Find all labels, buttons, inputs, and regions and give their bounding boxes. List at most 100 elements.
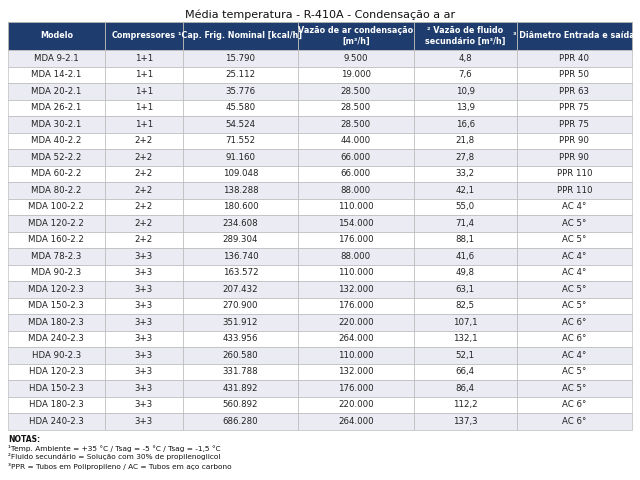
Text: 220.000: 220.000 bbox=[338, 400, 374, 409]
Bar bbox=[298, 231, 413, 248]
Bar bbox=[516, 380, 632, 396]
Bar bbox=[298, 67, 413, 83]
Bar bbox=[298, 83, 413, 99]
Bar bbox=[413, 67, 516, 83]
Bar bbox=[516, 413, 632, 430]
Text: MDA 80-2.2: MDA 80-2.2 bbox=[31, 186, 81, 195]
Text: 163.572: 163.572 bbox=[223, 268, 259, 277]
Bar bbox=[105, 331, 183, 347]
Bar bbox=[298, 264, 413, 281]
Text: 71.552: 71.552 bbox=[225, 136, 255, 145]
Bar bbox=[183, 199, 298, 215]
Bar bbox=[413, 215, 516, 231]
Bar bbox=[8, 314, 105, 331]
Bar bbox=[105, 215, 183, 231]
Text: AC 6°: AC 6° bbox=[562, 417, 586, 426]
Bar bbox=[413, 281, 516, 298]
Bar bbox=[413, 50, 516, 67]
Bar bbox=[8, 396, 105, 413]
Bar bbox=[105, 314, 183, 331]
Text: MDA 26-2.1: MDA 26-2.1 bbox=[31, 103, 81, 112]
Text: 16,6: 16,6 bbox=[456, 120, 475, 129]
Text: 82,5: 82,5 bbox=[456, 301, 475, 310]
Text: 42,1: 42,1 bbox=[456, 186, 475, 195]
Text: 28.500: 28.500 bbox=[341, 87, 371, 96]
Bar bbox=[183, 67, 298, 83]
Bar bbox=[516, 132, 632, 149]
Text: 109.048: 109.048 bbox=[223, 169, 258, 178]
Bar bbox=[105, 231, 183, 248]
Text: AC 5°: AC 5° bbox=[562, 367, 586, 376]
Text: MDA 60-2.2: MDA 60-2.2 bbox=[31, 169, 81, 178]
Text: 3+3: 3+3 bbox=[134, 252, 153, 261]
Bar bbox=[413, 149, 516, 166]
Bar bbox=[298, 199, 413, 215]
Text: 15.790: 15.790 bbox=[225, 54, 255, 63]
Text: 433.956: 433.956 bbox=[223, 334, 258, 343]
Bar bbox=[413, 347, 516, 363]
Bar bbox=[105, 166, 183, 182]
Bar bbox=[298, 215, 413, 231]
Bar bbox=[8, 50, 105, 67]
Bar bbox=[183, 331, 298, 347]
Bar bbox=[298, 132, 413, 149]
Text: 289.304: 289.304 bbox=[223, 235, 258, 244]
Bar bbox=[183, 298, 298, 314]
Text: MDA 40-2.2: MDA 40-2.2 bbox=[31, 136, 81, 145]
Bar bbox=[183, 281, 298, 298]
Text: 110.000: 110.000 bbox=[338, 202, 374, 211]
Text: Vazão de ar condensação
[m³/h]: Vazão de ar condensação [m³/h] bbox=[298, 26, 413, 46]
Bar bbox=[516, 363, 632, 380]
Text: 264.000: 264.000 bbox=[338, 417, 374, 426]
Bar bbox=[183, 264, 298, 281]
Bar bbox=[105, 298, 183, 314]
Bar bbox=[516, 396, 632, 413]
Bar bbox=[298, 22, 413, 50]
Bar bbox=[105, 396, 183, 413]
Text: ³ Diâmetro Entrada e saída: ³ Diâmetro Entrada e saída bbox=[513, 32, 635, 40]
Text: PPR 90: PPR 90 bbox=[559, 153, 589, 162]
Bar bbox=[413, 132, 516, 149]
Bar bbox=[516, 231, 632, 248]
Text: 88.000: 88.000 bbox=[341, 186, 371, 195]
Bar bbox=[8, 22, 105, 50]
Text: 3+3: 3+3 bbox=[134, 400, 153, 409]
Text: 21,8: 21,8 bbox=[456, 136, 475, 145]
Bar bbox=[183, 363, 298, 380]
Bar bbox=[413, 380, 516, 396]
Bar bbox=[8, 363, 105, 380]
Bar bbox=[516, 99, 632, 116]
Text: MDA 180-2.3: MDA 180-2.3 bbox=[28, 318, 84, 327]
Bar bbox=[516, 264, 632, 281]
Text: 25.112: 25.112 bbox=[225, 70, 255, 79]
Bar bbox=[413, 298, 516, 314]
Bar bbox=[298, 331, 413, 347]
Bar bbox=[516, 50, 632, 67]
Bar bbox=[183, 347, 298, 363]
Bar bbox=[8, 116, 105, 132]
Bar bbox=[8, 298, 105, 314]
Bar bbox=[8, 67, 105, 83]
Text: 431.892: 431.892 bbox=[223, 384, 258, 393]
Bar bbox=[183, 116, 298, 132]
Bar bbox=[298, 314, 413, 331]
Text: 270.900: 270.900 bbox=[223, 301, 258, 310]
Text: 63,1: 63,1 bbox=[456, 285, 475, 294]
Text: 27,8: 27,8 bbox=[456, 153, 475, 162]
Text: PPR 90: PPR 90 bbox=[559, 136, 589, 145]
Text: 560.892: 560.892 bbox=[223, 400, 258, 409]
Text: 686.280: 686.280 bbox=[223, 417, 259, 426]
Text: MDA 90-2.3: MDA 90-2.3 bbox=[31, 268, 81, 277]
Text: PPR 110: PPR 110 bbox=[557, 169, 592, 178]
Text: 138.288: 138.288 bbox=[223, 186, 259, 195]
Text: 112,2: 112,2 bbox=[452, 400, 477, 409]
Text: 3+3: 3+3 bbox=[134, 351, 153, 360]
Text: 3+3: 3+3 bbox=[134, 417, 153, 426]
Bar bbox=[183, 215, 298, 231]
Bar bbox=[183, 166, 298, 182]
Text: 41,6: 41,6 bbox=[456, 252, 475, 261]
Text: 54.524: 54.524 bbox=[225, 120, 255, 129]
Text: MDA 78-2.3: MDA 78-2.3 bbox=[31, 252, 81, 261]
Bar bbox=[516, 116, 632, 132]
Text: PPR 63: PPR 63 bbox=[559, 87, 589, 96]
